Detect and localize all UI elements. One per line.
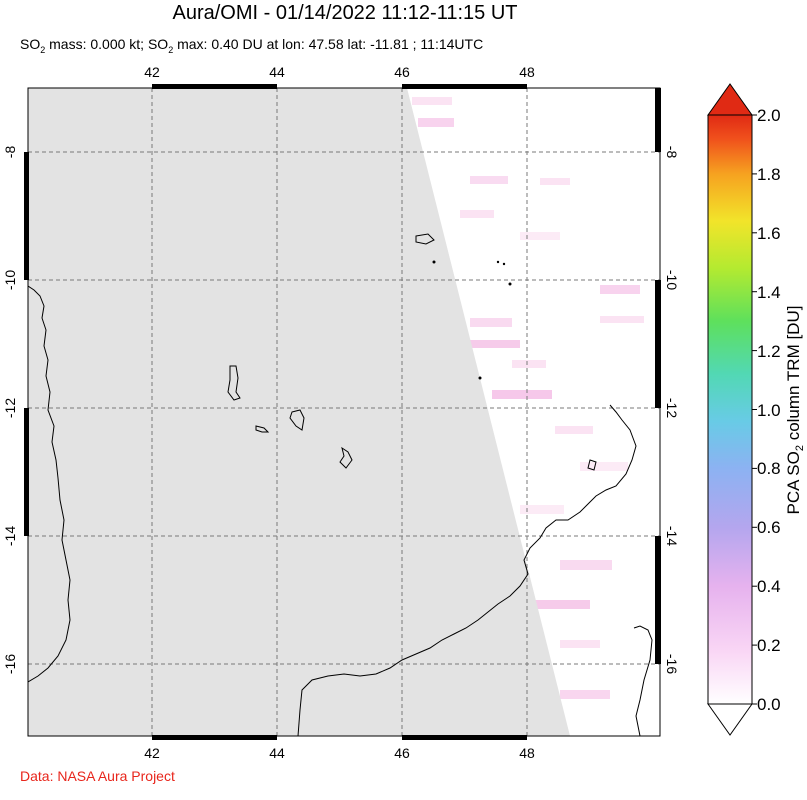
colorbar-label: PCA SO2 column TRM [DU] xyxy=(784,306,806,515)
colorbar-label-sub: 2 xyxy=(794,445,806,451)
colorbar-label-pre: PCA SO xyxy=(784,451,803,514)
colorbar-label-post: column TRM [DU] xyxy=(784,306,803,446)
lon-tick-top-48: 48 xyxy=(519,64,535,80)
so2-mass-prefix: SO xyxy=(20,36,41,52)
data-credit: Data: NASA Aura Project xyxy=(20,768,175,784)
so2-subscript: 2 xyxy=(40,44,46,55)
colorbar-tick-0-0: 0.0 xyxy=(757,695,781,714)
so2-max-text: max: 0.40 DU at lon: 47.58 lat: -11.81 ;… xyxy=(173,36,484,52)
moheli xyxy=(255,425,270,433)
lat-tick-right-14: -14 xyxy=(664,526,680,546)
colorbar: 0.0 0.2 0.4 0.6 0.8 1.0 1.2 1.4 1.6 1.8 … xyxy=(707,83,806,736)
lat-tick-left-8: -8 xyxy=(2,146,18,159)
so2-mass-text: mass: 0.000 kt; SO xyxy=(45,36,169,52)
colorbar-max-arrow xyxy=(707,83,753,116)
mayotte xyxy=(339,446,353,469)
colorbar-tick-0-6: 0.6 xyxy=(757,518,781,537)
border-bars xyxy=(24,84,661,740)
map-area xyxy=(28,88,660,736)
lat-tick-left-10: -10 xyxy=(2,270,18,290)
lon-tick-top-44: 44 xyxy=(269,64,285,80)
colorbar-tick-1-8: 1.8 xyxy=(757,165,781,184)
lon-tick-bottom-42: 42 xyxy=(144,745,160,761)
lon-tick-bottom-46: 46 xyxy=(394,745,410,761)
colorbar-tick-marks xyxy=(752,114,757,705)
no-data-region xyxy=(28,88,570,736)
lat-tick-right-16: -16 xyxy=(664,654,680,674)
lon-tick-top-46: 46 xyxy=(394,64,410,80)
lon-tick-bottom-48: 48 xyxy=(519,745,535,761)
map-subtitle: SO2 mass: 0.000 kt; SO2 max: 0.40 DU at … xyxy=(20,36,483,55)
colorbar-tick-1-6: 1.6 xyxy=(757,224,781,243)
glorieuses xyxy=(415,233,435,245)
colorbar-tick-0-4: 0.4 xyxy=(757,577,781,596)
colorbar-tick-0-8: 0.8 xyxy=(757,459,781,478)
africa-coast xyxy=(28,285,71,683)
map-title: Aura/OMI - 01/14/2022 11:12-11:15 UT xyxy=(172,2,518,24)
lat-tick-right-8: -8 xyxy=(664,146,680,159)
lat-tick-right-12: -12 xyxy=(664,398,680,418)
lon-tick-bottom-44: 44 xyxy=(269,745,285,761)
colorbar-tick-0-2: 0.2 xyxy=(757,636,781,655)
grande-comore xyxy=(227,365,241,401)
lat-tick-right-10: -10 xyxy=(664,270,680,290)
colorbar-tick-1-4: 1.4 xyxy=(757,283,781,302)
colorbar-tick-1-0: 1.0 xyxy=(757,401,781,420)
mainland-se-coast xyxy=(633,625,653,736)
colorbar-tick-2-0: 2.0 xyxy=(757,106,781,125)
swath-pixels xyxy=(412,97,644,699)
lat-tick-left-16: -16 xyxy=(2,654,18,674)
lat-tick-left-12: -12 xyxy=(2,398,18,418)
anjouan xyxy=(289,409,305,431)
so2-subscript: 2 xyxy=(168,44,174,55)
graticule xyxy=(28,88,660,736)
colorbar-tick-1-2: 1.2 xyxy=(757,342,781,361)
coastlines xyxy=(28,233,653,736)
madagascar-coast xyxy=(297,404,637,736)
colorbar-min-arrow xyxy=(707,703,753,736)
lat-tick-left-14: -14 xyxy=(2,526,18,546)
colorbar-gradient xyxy=(707,114,753,705)
lon-tick-top-42: 42 xyxy=(144,64,160,80)
nosy-be xyxy=(587,459,597,471)
small-islets xyxy=(432,260,512,380)
